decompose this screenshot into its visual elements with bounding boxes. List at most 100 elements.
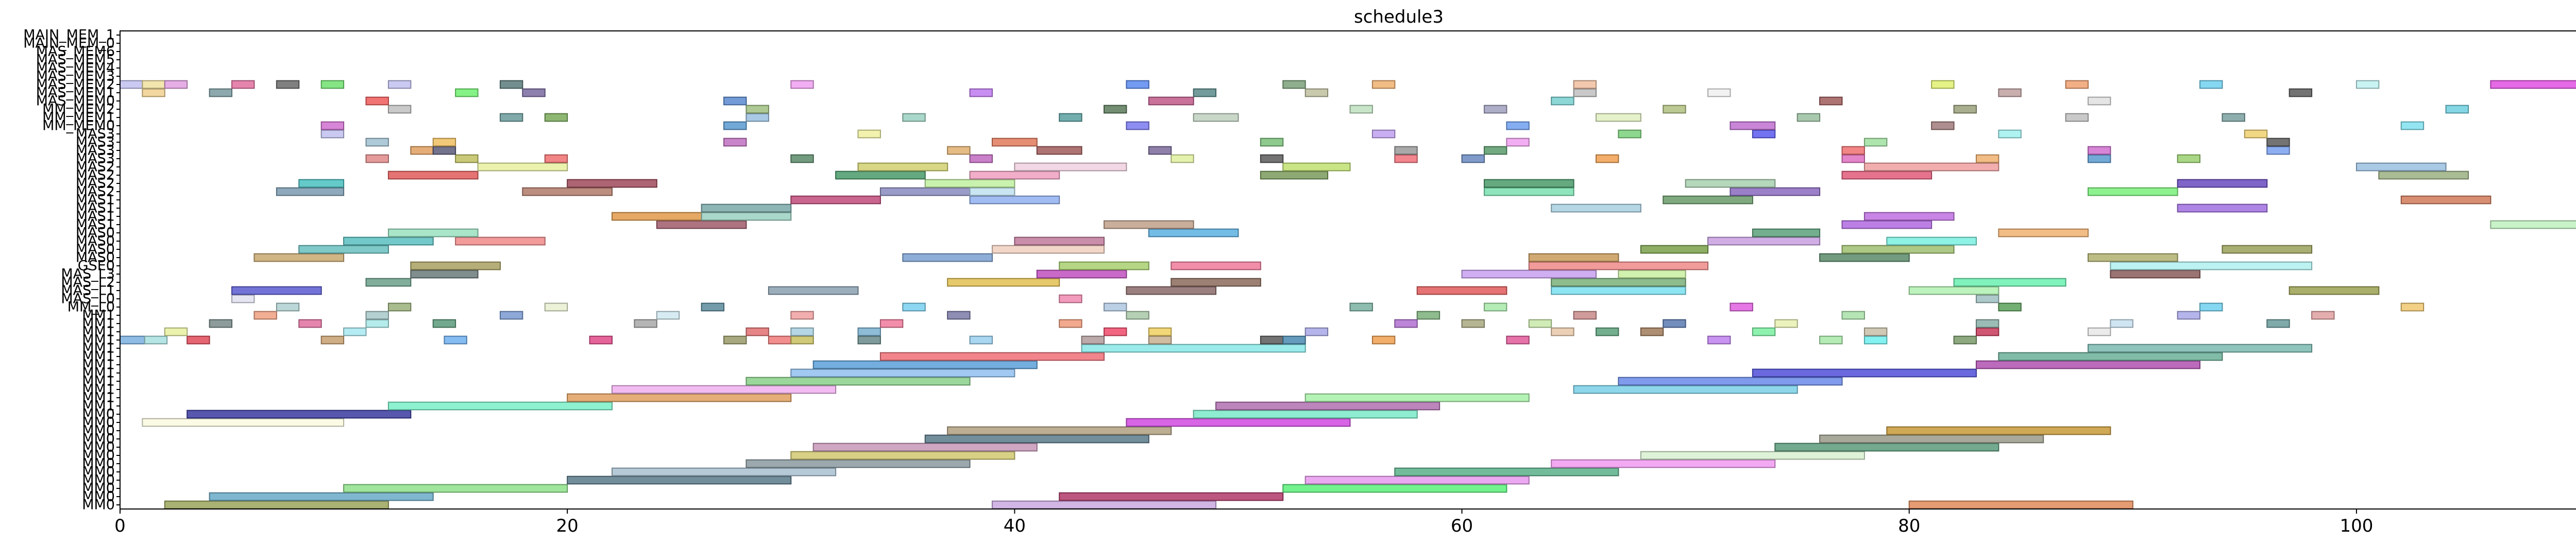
task-bar [1215, 401, 1440, 411]
task-bar [1528, 261, 1709, 270]
y-tick-label: MM0 [82, 472, 115, 488]
task-bar [142, 418, 345, 427]
y-tick-label: MAS_L1 [61, 283, 115, 299]
task-bar [1573, 88, 1597, 97]
y-tick-label: MAS1 [76, 217, 115, 233]
plot-frame [120, 30, 2576, 510]
task-bar [812, 360, 1038, 369]
task-bar [1551, 96, 1574, 106]
task-bar [857, 327, 881, 336]
task-bar [1193, 113, 1239, 122]
task-bar [231, 286, 322, 295]
y-tick-label: MM1 [82, 349, 115, 365]
task-bar [1573, 311, 1597, 320]
task-bar [1841, 171, 1933, 180]
task-bar [1573, 80, 1597, 89]
task-bar [1148, 327, 1172, 336]
task-bar [567, 179, 657, 188]
task-bar [790, 327, 814, 336]
task-bar [1193, 88, 1217, 97]
task-bar [209, 88, 233, 97]
y-tick-label: MAS0 [76, 225, 115, 241]
task-bar [1371, 129, 1396, 139]
task-bar [1059, 319, 1082, 328]
y-tick-label: MAS0 [76, 250, 115, 266]
task-bar [2490, 220, 2576, 229]
task-bar [1774, 443, 1999, 452]
task-bar [879, 352, 1105, 361]
task-bar [1797, 113, 1821, 122]
task-bar [1081, 335, 1105, 345]
y-tick-label: MAS_MEM1 [36, 85, 115, 101]
task-bar [276, 80, 300, 89]
task-bar [2065, 80, 2089, 89]
task-bar [387, 80, 412, 89]
task-bar [410, 269, 479, 279]
task-bar [991, 138, 1038, 147]
task-bar [1282, 162, 1351, 172]
task-bar [723, 138, 747, 147]
task-bar [1126, 311, 1149, 320]
task-bar [1819, 253, 1910, 262]
task-bar [1573, 385, 1798, 394]
task-bar [1618, 129, 1641, 139]
task-bar [544, 302, 568, 312]
task-bar [499, 80, 523, 89]
task-bar [231, 294, 255, 303]
task-bar [1841, 220, 1933, 229]
y-tick-label: MM1 [82, 324, 115, 340]
task-bar [522, 88, 546, 97]
task-bar [1304, 88, 1329, 97]
task-bar [1998, 352, 2223, 361]
task-bar [365, 138, 389, 147]
task-bar [2177, 179, 2268, 188]
task-bar [522, 187, 613, 196]
task-bar [723, 121, 747, 130]
task-bar [1483, 105, 1507, 114]
task-bar [2378, 171, 2469, 180]
task-bar [1148, 96, 1194, 106]
task-bar [924, 434, 1149, 444]
task-bar [1059, 261, 1149, 270]
y-tick-label: MAS1 [76, 192, 115, 208]
task-bar [902, 253, 993, 262]
y-tick-label: MM0 [82, 431, 115, 447]
task-bar [1260, 154, 1284, 163]
y-tick-label: MAS_MEM6 [36, 44, 115, 60]
task-bar [1304, 327, 1329, 336]
task-bar [1953, 105, 1977, 114]
task-bar [857, 162, 948, 172]
task-bar [1975, 154, 1999, 163]
task-bar [1953, 278, 2066, 287]
task-bar [144, 335, 168, 345]
task-bar [1975, 360, 2201, 369]
task-bar [1908, 286, 1999, 295]
task-bar [1506, 121, 1530, 130]
task-bar [1663, 105, 1686, 114]
task-bar [1640, 327, 1664, 336]
y-tick-label: MM0 [82, 415, 115, 431]
y-tick-label: MM_MEM0 [42, 118, 115, 134]
task-bar [387, 401, 613, 411]
task-bar [2445, 105, 2469, 114]
y-tick-label: MAS0 [76, 233, 115, 249]
task-bar [1752, 228, 1821, 237]
task-bar [1371, 335, 1396, 345]
task-bar [2088, 344, 2313, 353]
task-bar [1014, 162, 1127, 172]
task-bar [1394, 467, 1619, 477]
task-bar [1036, 146, 1082, 155]
task-bar [701, 212, 792, 221]
task-bar [1730, 302, 1753, 312]
task-bar [1931, 121, 1955, 130]
task-bar [1841, 311, 1865, 320]
task-bar [1148, 228, 1239, 237]
task-bar [1126, 418, 1351, 427]
task-bar [1282, 484, 1507, 493]
task-bar [1998, 129, 2022, 139]
y-tick-label: MAS3 [76, 126, 115, 142]
task-bar [1998, 88, 2022, 97]
y-tick-label: MAS_MEM3 [36, 69, 115, 84]
task-bar [298, 319, 322, 328]
task-bar [1506, 335, 1530, 345]
